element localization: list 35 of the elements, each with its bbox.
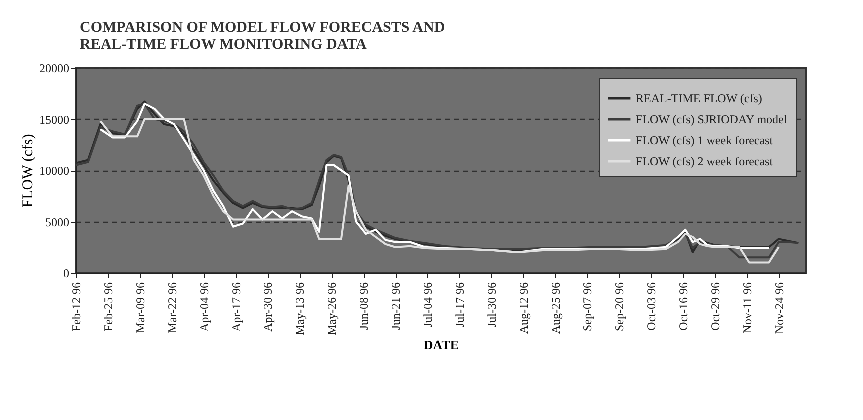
- y-tick-label: 10000: [40, 164, 70, 178]
- x-tick-label: Sep-20 96: [612, 282, 627, 332]
- x-tick-label: Nov-24 96: [772, 282, 786, 334]
- legend-label: FLOW (cfs) 1 week forecast: [636, 134, 774, 148]
- x-tick-label: Jul-30 96: [484, 282, 499, 328]
- y-tick-label: 20000: [40, 62, 70, 76]
- chart-title: COMPARISON OF MODEL FLOW FORECASTS AND REAL-TIME FLOW MONITORING DATA: [80, 20, 446, 53]
- x-tick-label: Jul-17 96: [452, 282, 467, 328]
- x-tick-label: May-26 96: [325, 282, 340, 336]
- y-tick-label: 0: [64, 266, 70, 280]
- x-tick-label: Apr-30 96: [261, 282, 276, 332]
- x-tick-label: Oct-29 96: [708, 282, 723, 331]
- x-tick-label: Apr-04 96: [197, 282, 212, 332]
- x-tick-label: Jun-21 96: [389, 282, 404, 330]
- x-tick-label: Sep-07 96: [580, 282, 595, 332]
- legend-label: FLOW (cfs) SJRIODAY model: [636, 112, 788, 126]
- x-tick-label: Nov-11 96: [740, 282, 755, 334]
- x-tick-label: Oct-03 96: [644, 282, 659, 331]
- x-tick-label: Mar-22 96: [165, 282, 180, 334]
- x-tick-label: May-13 96: [293, 282, 308, 336]
- legend-label: REAL-TIME FLOW (cfs): [636, 92, 762, 106]
- x-tick-label: Feb-12 96: [70, 282, 84, 332]
- x-tick-label: Feb-25 96: [101, 282, 116, 332]
- y-axis-title: FLOW (cfs): [20, 134, 36, 208]
- x-tick-label: Aug-12 96: [516, 282, 531, 334]
- y-tick-label: 5000: [46, 215, 70, 230]
- legend-label: FLOW (cfs) 2 week forecast: [636, 154, 774, 168]
- x-tick-label: Mar-09 96: [133, 282, 148, 334]
- x-tick-label: Aug-25 96: [548, 282, 563, 334]
- x-tick-label: Apr-17 96: [229, 282, 244, 332]
- x-tick-label: Jul-04 96: [420, 282, 435, 328]
- x-tick-label: Oct-16 96: [676, 282, 691, 331]
- x-tick-label: Jun-08 96: [357, 282, 372, 330]
- y-tick-label: 15000: [40, 112, 70, 127]
- x-axis-title: DATE: [424, 337, 460, 352]
